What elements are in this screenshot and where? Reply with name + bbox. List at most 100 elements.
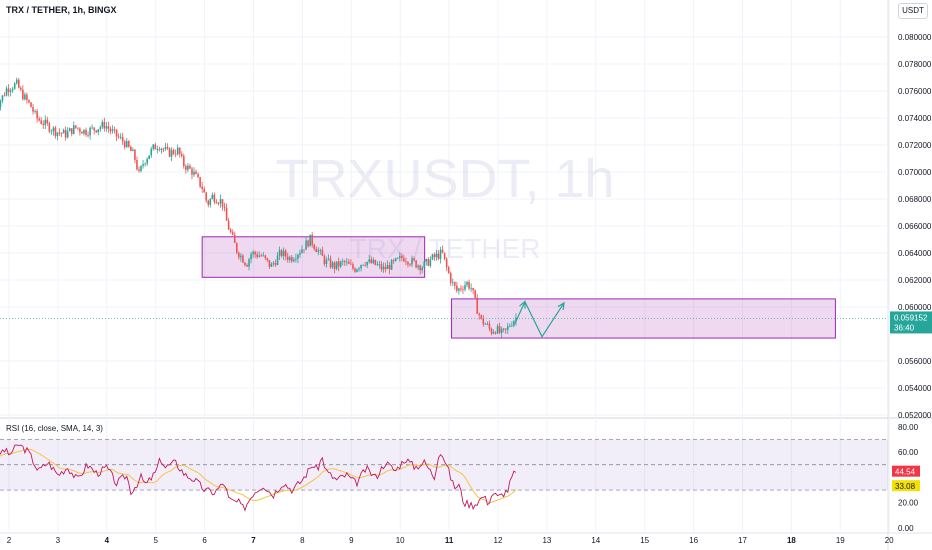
rsi-indicator-title[interactable]: RSI (16, close, SMA, 14, 3) bbox=[6, 424, 103, 433]
time-label: 10 bbox=[396, 536, 405, 545]
candle-body bbox=[421, 267, 424, 271]
candle-body bbox=[288, 257, 291, 260]
candle-body bbox=[348, 261, 350, 264]
candle-body bbox=[164, 147, 167, 150]
candle-body bbox=[460, 288, 462, 290]
candle-body bbox=[34, 110, 36, 112]
rsi-axis-label: 80.00 bbox=[898, 423, 919, 432]
rsi-axis-label: 0.00 bbox=[898, 524, 914, 533]
candle-body bbox=[504, 328, 507, 330]
candle-body bbox=[470, 287, 472, 289]
candle-body bbox=[130, 146, 132, 152]
candle-body bbox=[199, 177, 201, 187]
time-label: 7 bbox=[251, 536, 256, 545]
candle-body bbox=[291, 257, 293, 262]
candle-body bbox=[256, 254, 258, 257]
candle-body bbox=[93, 127, 95, 131]
candle-body bbox=[396, 257, 399, 259]
candle-body bbox=[201, 186, 203, 189]
candle-body bbox=[197, 173, 199, 178]
candle-body bbox=[246, 264, 248, 267]
candle-body bbox=[1, 95, 4, 101]
candle-body bbox=[301, 249, 303, 254]
candle-body bbox=[295, 258, 297, 260]
candle-body bbox=[26, 94, 28, 101]
candle-body bbox=[403, 258, 405, 262]
candle-body bbox=[209, 199, 212, 205]
candle-body bbox=[356, 269, 358, 272]
candle-body bbox=[28, 100, 30, 103]
time-axis[interactable]: 2 3 4 5 6 7 8 9 10 11 12 13 14 15 16 17 18 19 20 bbox=[7, 536, 894, 545]
candle-body bbox=[388, 265, 391, 270]
candle-body bbox=[205, 192, 208, 201]
candle-body bbox=[413, 258, 415, 261]
candle-body bbox=[17, 79, 20, 88]
time-label: 16 bbox=[689, 536, 698, 545]
candle-body bbox=[66, 131, 69, 138]
rsi-axis-label: 60.00 bbox=[898, 448, 919, 457]
candle-body bbox=[454, 282, 456, 286]
candle-body bbox=[327, 258, 330, 260]
candle-body bbox=[329, 258, 332, 268]
candle-body bbox=[447, 267, 450, 274]
candle-body bbox=[24, 94, 26, 100]
rsi-pane bbox=[0, 439, 888, 512]
candle-body bbox=[486, 323, 489, 325]
candle-body bbox=[203, 188, 205, 193]
candle-body bbox=[121, 136, 124, 142]
candle-body bbox=[103, 121, 106, 129]
candle-body bbox=[156, 149, 159, 150]
candle-body bbox=[286, 256, 289, 260]
candle-body bbox=[134, 149, 136, 160]
zone-upper[interactable] bbox=[201, 236, 426, 278]
candle-body bbox=[274, 263, 277, 265]
candle-body bbox=[319, 250, 322, 251]
candle-body bbox=[276, 255, 279, 265]
candle-body bbox=[335, 261, 338, 269]
candle-body bbox=[68, 128, 71, 132]
candle-body bbox=[248, 259, 250, 267]
candle-body bbox=[268, 260, 271, 267]
candle-body bbox=[191, 168, 193, 175]
candle-body bbox=[496, 326, 499, 334]
symbol-title[interactable]: TRX / TETHER, 1h, BINGX bbox=[6, 5, 117, 15]
candle-body bbox=[321, 250, 324, 256]
candle-body bbox=[146, 159, 148, 164]
candle-body bbox=[5, 88, 8, 96]
price-axis[interactable]: 0.080000 0.078000 0.076000 0.074000 0.072000… bbox=[890, 4, 932, 533]
candle-body bbox=[231, 232, 234, 235]
projection-path[interactable] bbox=[514, 300, 565, 338]
candle-body bbox=[235, 242, 238, 253]
countdown-label: 36:40 bbox=[894, 323, 915, 332]
candle-body bbox=[54, 127, 57, 136]
candle-body bbox=[498, 326, 501, 333]
candle-body bbox=[350, 263, 352, 265]
candle-body bbox=[401, 256, 403, 259]
candle-body bbox=[293, 259, 295, 262]
candle-body bbox=[40, 120, 42, 124]
candle-body bbox=[148, 155, 150, 160]
candle-body bbox=[513, 321, 515, 326]
time-label: 5 bbox=[153, 536, 158, 545]
candle-body bbox=[352, 264, 354, 269]
candle-body bbox=[511, 325, 513, 327]
candle-body bbox=[303, 249, 305, 251]
candle-body bbox=[376, 264, 379, 266]
projection-arrow[interactable] bbox=[514, 300, 565, 338]
candle-body bbox=[185, 166, 187, 170]
candle-body bbox=[339, 261, 342, 267]
candle-body bbox=[22, 89, 24, 100]
currency-button[interactable]: USDT bbox=[898, 3, 928, 19]
candle-body bbox=[264, 255, 267, 259]
candle-body bbox=[384, 266, 387, 270]
candle-body bbox=[386, 265, 389, 270]
price-label: 0.074000 bbox=[898, 114, 932, 123]
time-label: 8 bbox=[300, 536, 305, 545]
candle-body bbox=[58, 132, 61, 134]
candle-body bbox=[211, 194, 214, 200]
candle-body bbox=[42, 123, 45, 125]
rsi-axis-label: 20.00 bbox=[898, 499, 919, 508]
candle-body bbox=[32, 107, 34, 112]
